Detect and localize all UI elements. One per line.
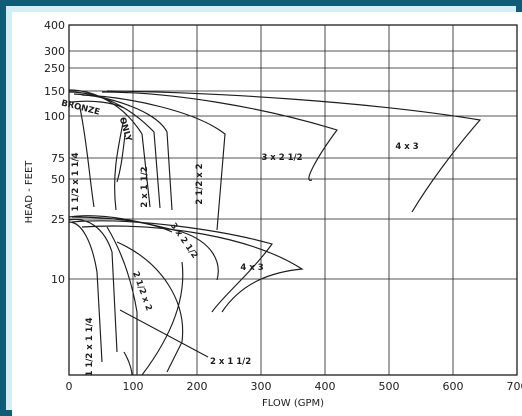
pump-curve (68, 218, 118, 353)
annotation-label: 2 x 1 1/2 (210, 357, 251, 367)
pump-curve (106, 90, 482, 213)
pump-curve (141, 261, 184, 376)
pump-curve (68, 89, 151, 208)
x-axis-title: FLOW (GPM) (262, 398, 324, 409)
y-tick-label: 150 (44, 85, 65, 98)
chart-panel: BRONZE ONLY 1 1/2 x 1 1/4 2 x 1 1/2 2 1/2 x … (12, 12, 522, 416)
pump-curve (114, 117, 125, 211)
pump-curve (68, 215, 219, 281)
region-label: 1 1/2 x 1 1/4 (71, 152, 81, 211)
x-tick-label: 100 (123, 380, 144, 393)
y-tick-label: 25 (51, 213, 65, 226)
plot-area-border (68, 24, 518, 376)
x-tick-label: 700 (507, 380, 522, 393)
region-label: 2 1/2 x 2 (130, 270, 153, 312)
pump-curves (68, 89, 482, 376)
pump-curve (106, 226, 138, 375)
pump-curve (116, 241, 184, 373)
pump-curve (79, 107, 95, 208)
region-label: 3 x 2 1/2 (261, 153, 302, 163)
region-label: 4 x 3 (240, 263, 263, 273)
x-tick-label: 500 (379, 380, 400, 393)
y-tick-label: 300 (44, 45, 65, 58)
x-tick-label: 400 (315, 380, 336, 393)
x-tick-label: 0 (66, 380, 73, 393)
region-label: 2 1/2 x 2 (195, 163, 205, 204)
y-tick-label: 400 (44, 19, 65, 32)
x-tick-label: 200 (187, 380, 208, 393)
y-tick-label: 10 (51, 273, 65, 286)
y-tick-label: 100 (44, 110, 65, 123)
pump-curve (68, 91, 161, 209)
pump-curve (71, 100, 125, 109)
tick-labels: 0 100 200 300 400 500 600 700 10 25 50 75 100 150 250 3… (44, 19, 522, 393)
pump-curve (101, 91, 338, 181)
y-axis-title: HEAD - FEET (24, 160, 35, 224)
pump-curve (81, 94, 226, 231)
x-tick-label: 300 (251, 380, 272, 393)
annotation-leader-line (119, 309, 209, 358)
x-tick-label: 600 (443, 380, 464, 393)
pump-curve (123, 351, 133, 376)
region-label: 1 1/2 x 1 1/4 (85, 317, 95, 376)
grid (68, 24, 518, 376)
y-tick-label: 250 (44, 62, 65, 75)
pump-curve (81, 225, 304, 313)
pump-curve (116, 133, 126, 183)
pump-curve (68, 221, 103, 363)
y-tick-label: 75 (51, 152, 65, 165)
pump-curve (71, 220, 273, 313)
region-label: 2 x 1 1/2 (140, 166, 150, 207)
region-label: 4 x 3 (395, 142, 418, 152)
y-tick-label: 50 (51, 173, 65, 186)
